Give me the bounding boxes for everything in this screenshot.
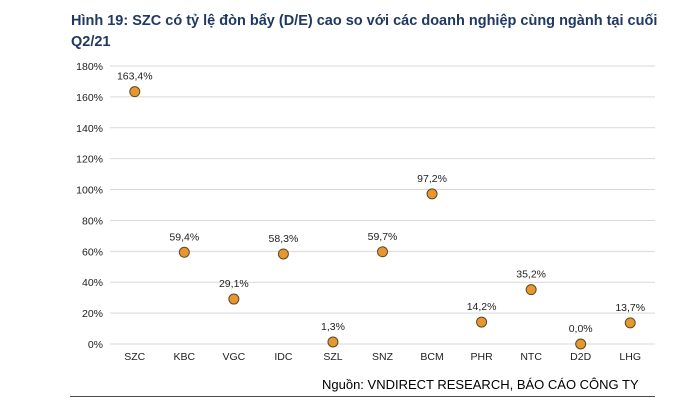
data-label-d2d: 0,0% [569, 323, 593, 335]
data-point-szl [327, 336, 339, 348]
y-tick-label: 180% [76, 61, 103, 73]
data-label-vgc: 29,1% [219, 278, 249, 290]
x-category-label: LHG [619, 351, 641, 363]
y-tick-label: 120% [76, 154, 103, 166]
data-point-kbc [178, 246, 190, 258]
data-label-ntc: 35,2% [516, 269, 546, 281]
y-tick-label: 140% [76, 123, 103, 135]
data-point-snz [377, 246, 388, 258]
x-category-label: SNZ [372, 351, 394, 363]
data-point-lhg [624, 317, 636, 329]
data-label-idc: 58,3% [269, 233, 299, 245]
gridlines [110, 65, 655, 345]
data-points [129, 86, 636, 350]
x-axis-categories: SZC KBC VGC IDC SZL SNZ BCM PHR NTC D2D LHG [124, 351, 641, 363]
x-category-label: KBC [174, 351, 196, 363]
y-tick-label: 160% [76, 92, 103, 104]
y-tick-label: 20% [82, 308, 103, 320]
data-label-lhg: 13,7% [615, 302, 645, 314]
x-category-label: BCM [420, 351, 443, 363]
data-labels: 163,4% 59,4% 29,1% 58,3% 1,3% 59,7% 97,2% 14,2%… [117, 71, 645, 335]
data-point-szc [129, 86, 141, 98]
data-label-bcm: 97,2% [417, 173, 447, 185]
data-label-kbc: 59,4% [169, 231, 199, 243]
x-category-label: IDC [274, 351, 293, 363]
data-label-phr: 14,2% [467, 301, 497, 313]
chart-title: Hình 19: SZC có tỷ lệ đòn bẩy (D/E) cao … [71, 13, 658, 50]
data-point-vgc [228, 293, 240, 305]
bottom-rule [70, 396, 655, 397]
y-axis-ticks: 0% 20% 40% 60% 80% 100% 120% 140% 160% 180% [76, 61, 103, 351]
x-category-label: D2D [570, 351, 591, 363]
data-label-snz: 59,7% [368, 231, 398, 243]
data-point-phr [476, 316, 488, 328]
data-label-szl: 1,3% [321, 321, 345, 333]
x-category-label: PHR [471, 351, 494, 363]
x-category-label: SZL [323, 351, 342, 363]
y-tick-label: 60% [82, 246, 103, 258]
y-tick-label: 80% [82, 215, 103, 227]
x-category-label: SZC [124, 351, 145, 363]
source-note: Nguồn: VNDIRECT RESEARCH, BÁO CÁO CÔNG T… [322, 377, 639, 392]
data-point-ntc [525, 284, 537, 296]
y-tick-label: 100% [76, 185, 103, 197]
data-label-szc: 163,4% [117, 71, 153, 83]
y-tick-label: 0% [88, 339, 103, 351]
y-tick-label: 40% [82, 277, 103, 289]
x-category-label: VGC [222, 351, 245, 363]
data-point-bcm [426, 188, 438, 200]
data-point-idc [277, 248, 289, 260]
x-category-label: NTC [520, 351, 542, 363]
data-point-d2d [575, 338, 587, 350]
